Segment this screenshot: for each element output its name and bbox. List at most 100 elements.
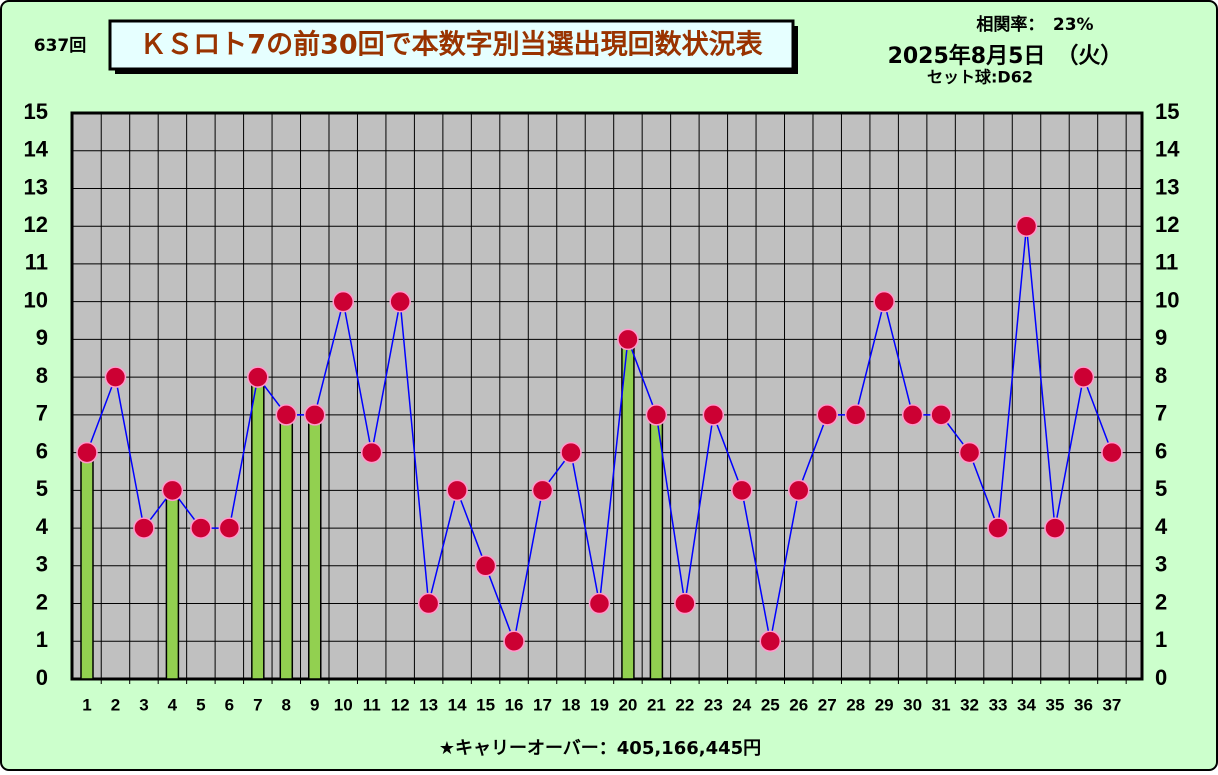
x-tick-label: 35 — [1046, 695, 1065, 714]
x-tick-label: 29 — [875, 695, 894, 714]
y2-tick-label: 6 — [1155, 438, 1167, 463]
set-ball: セット球:D62 — [927, 68, 1033, 87]
point — [930, 404, 952, 426]
y2-tick-label: 11 — [1155, 250, 1178, 275]
x-tick-label: 14 — [448, 695, 467, 714]
y-tick-label: 14 — [24, 137, 49, 162]
point — [645, 404, 668, 426]
point — [417, 592, 440, 615]
x-tick-label: 9 — [310, 695, 319, 714]
y-tick-label: 4 — [36, 514, 49, 539]
x-tick-label: 32 — [960, 695, 979, 714]
point — [332, 290, 354, 313]
point — [133, 517, 155, 539]
x-tick-label: 37 — [1102, 695, 1121, 714]
point — [844, 404, 867, 426]
x-tick-label: 11 — [363, 695, 381, 714]
point — [731, 479, 753, 502]
x-tick-label: 18 — [562, 695, 581, 714]
y-tick-label: 6 — [36, 438, 48, 463]
x-tick-label: 6 — [225, 695, 234, 714]
y2-tick-label: 13 — [1155, 174, 1179, 199]
bar — [80, 451, 94, 680]
y2-tick-label: 0 — [1155, 665, 1167, 690]
x-tick-label: 13 — [419, 695, 438, 714]
x-tick-label: 23 — [704, 695, 723, 714]
y2-tick-label: 5 — [1155, 476, 1167, 501]
x-tick-label: 12 — [391, 695, 410, 714]
x-tick-label: 30 — [903, 695, 922, 714]
y-tick-label: 8 — [36, 363, 48, 388]
point — [816, 404, 838, 426]
x-tick-label: 3 — [139, 695, 148, 714]
x-tick-label: 21 — [647, 695, 666, 714]
draw-number: 637回 — [34, 36, 87, 56]
x-tick-label: 19 — [590, 695, 609, 714]
point — [446, 479, 468, 502]
x-tick-label: 24 — [732, 695, 751, 714]
y2-tick-label: 3 — [1155, 552, 1167, 577]
point — [275, 404, 298, 426]
title-box — [108, 19, 795, 71]
y2-tick-label: 4 — [1155, 514, 1168, 539]
x-tick-label: 33 — [989, 695, 1008, 714]
point — [788, 479, 810, 502]
point — [304, 404, 326, 426]
x-tick-label: 2 — [111, 695, 120, 714]
y-tick-label: 10 — [24, 287, 48, 312]
x-tick-label: 16 — [505, 695, 524, 714]
y-tick-label: 3 — [36, 552, 48, 577]
y-tick-label: 2 — [36, 589, 48, 614]
x-tick-label: 27 — [818, 695, 837, 714]
y-tick-label: 0 — [36, 665, 48, 690]
bar — [279, 414, 294, 680]
point — [759, 630, 782, 653]
point — [987, 517, 1009, 539]
point — [503, 630, 525, 653]
date: 2025年8月5日 （火） — [888, 43, 1123, 69]
y-tick-label: 9 — [36, 325, 48, 350]
y-tick-label: 12 — [24, 212, 48, 237]
point — [1044, 517, 1066, 539]
point — [190, 517, 212, 539]
carry-over: ★キャリーオーバー：405,166,445円 — [439, 738, 761, 759]
point — [474, 555, 497, 577]
bar — [649, 414, 664, 680]
correlation: 相関率： 23% — [976, 14, 1093, 35]
x-tick-label: 26 — [789, 695, 808, 714]
x-tick-label: 28 — [846, 695, 865, 714]
y2-tick-label: 15 — [1155, 99, 1179, 124]
y2-tick-label: 2 — [1155, 589, 1167, 614]
y-tick-label: 15 — [24, 99, 48, 124]
point — [104, 366, 127, 388]
bar — [621, 338, 635, 680]
x-tick-label: 7 — [253, 695, 262, 714]
point — [958, 441, 981, 464]
y2-tick-label: 8 — [1155, 363, 1167, 388]
y-tick-label: 11 — [25, 250, 48, 275]
point — [873, 290, 895, 313]
x-tick-label: 15 — [476, 695, 495, 714]
x-tick-label: 1 — [82, 695, 91, 714]
point — [1072, 366, 1095, 388]
x-tick-label: 8 — [282, 695, 291, 714]
point — [617, 328, 639, 351]
x-tick-label: 4 — [168, 695, 178, 714]
x-tick-label: 34 — [1017, 695, 1036, 714]
x-tick-label: 22 — [675, 695, 694, 714]
bar — [165, 489, 180, 680]
point — [588, 592, 611, 615]
point — [76, 441, 98, 464]
point — [702, 404, 725, 426]
point — [901, 404, 924, 426]
x-tick-label: 5 — [196, 695, 205, 714]
bar — [251, 376, 265, 680]
point — [360, 441, 383, 464]
x-tick-label: 20 — [618, 695, 637, 714]
point — [674, 592, 696, 615]
y2-tick-label: 14 — [1155, 137, 1180, 162]
point — [161, 479, 184, 502]
point — [247, 366, 269, 388]
y2-tick-label: 12 — [1155, 212, 1179, 237]
